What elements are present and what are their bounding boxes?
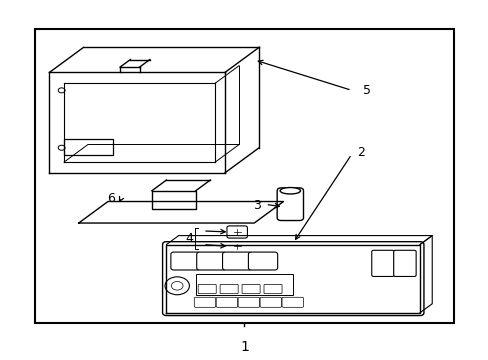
Text: 3: 3: [252, 199, 260, 212]
Text: 2: 2: [356, 146, 364, 159]
FancyBboxPatch shape: [194, 297, 215, 307]
Text: 1: 1: [240, 341, 248, 355]
Text: 6: 6: [107, 192, 115, 205]
FancyBboxPatch shape: [282, 297, 303, 307]
FancyBboxPatch shape: [226, 226, 247, 238]
FancyBboxPatch shape: [264, 284, 282, 294]
Bar: [64, 139, 113, 155]
FancyBboxPatch shape: [238, 297, 259, 307]
FancyBboxPatch shape: [220, 284, 238, 294]
FancyBboxPatch shape: [393, 250, 415, 276]
Circle shape: [171, 282, 183, 290]
FancyBboxPatch shape: [222, 252, 251, 270]
FancyBboxPatch shape: [198, 284, 216, 294]
FancyBboxPatch shape: [277, 188, 303, 221]
Text: 4: 4: [185, 231, 193, 244]
FancyBboxPatch shape: [162, 242, 423, 316]
FancyBboxPatch shape: [242, 284, 260, 294]
FancyBboxPatch shape: [260, 297, 281, 307]
Ellipse shape: [280, 188, 300, 194]
Text: 5: 5: [362, 84, 370, 97]
Bar: [35, 30, 453, 323]
FancyBboxPatch shape: [170, 252, 200, 270]
FancyBboxPatch shape: [248, 252, 277, 270]
Bar: [152, 191, 195, 209]
FancyBboxPatch shape: [216, 297, 237, 307]
Bar: [195, 274, 293, 296]
FancyBboxPatch shape: [196, 252, 225, 270]
FancyBboxPatch shape: [371, 250, 393, 276]
Circle shape: [164, 277, 189, 295]
